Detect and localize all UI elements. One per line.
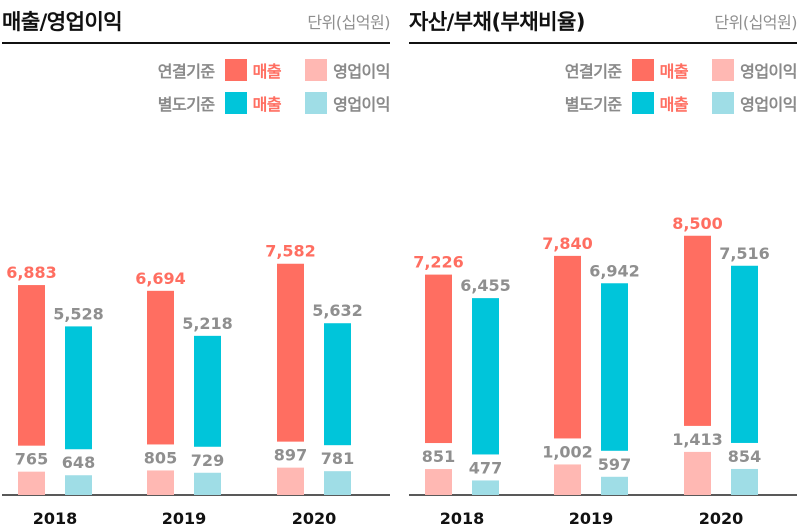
header-rule (2, 42, 390, 44)
bar-consolidated-main-2020 (277, 263, 304, 442)
bar-separate-main-2020 (324, 323, 351, 446)
bar-consolidated-sub-2019 (554, 464, 581, 495)
legend-row-consolidated: 연결기준 매출 영업이익 (565, 57, 797, 83)
bar-separate-main-2018 (65, 326, 92, 450)
data-label-separate-main-2020: 7,516 (719, 244, 770, 263)
data-label-consolidated-main-2018: 7,226 (413, 253, 464, 272)
bar-consolidated-main-2019 (147, 290, 174, 445)
data-label-consolidated-main-2018: 6,883 (6, 263, 57, 282)
revenue-profit-chart: 6,883 765 5,528 648 2018 6,694 805 5,218 729 2019… (2, 242, 390, 528)
data-label-consolidated-sub-2019: 1,002 (542, 442, 593, 461)
data-label-separate-main-2018: 5,528 (53, 304, 104, 323)
data-label-separate-sub-2020: 854 (728, 447, 761, 466)
legend-sub-label: 영업이익 (333, 95, 390, 114)
legend-swatch-separate-sub (712, 92, 735, 114)
legend-swatch-consolidated-sub (712, 59, 735, 81)
data-label-consolidated-main-2019: 6,694 (135, 269, 186, 288)
bar-consolidated-sub-2020 (684, 451, 711, 495)
data-label-consolidated-sub-2018: 851 (422, 447, 455, 466)
legend-swatch-separate-main (224, 92, 247, 114)
legend-row-separate: 별도기준 매출 영업이익 (158, 90, 390, 116)
legend-main-label: 매출 (252, 95, 282, 114)
bar-separate-sub-2020 (731, 468, 758, 495)
x-tick-label-2019: 2019 (569, 509, 614, 528)
assets-liabilities-panel: 자산/부채(부채비율) 단위(십억원) 연결기준 매출 영업이익 별도기준 매출… (409, 0, 797, 531)
unit-label: 단위(십억원) (307, 13, 390, 32)
data-label-consolidated-sub-2020: 1,413 (672, 430, 723, 449)
bar-separate-main-2019 (601, 283, 628, 451)
bar-separate-main-2019 (194, 335, 221, 447)
data-label-separate-sub-2020: 781 (321, 449, 354, 468)
bar-consolidated-main-2018 (425, 274, 452, 444)
data-label-separate-sub-2019: 729 (191, 451, 224, 470)
legend-sub-label: 영업이익 (333, 62, 390, 81)
x-tick-label-2020: 2020 (292, 509, 337, 528)
legend-swatch-consolidated-main (631, 59, 654, 81)
bar-separate-main-2020 (731, 265, 758, 443)
legend-sub-label: 영업이익 (740, 95, 797, 114)
data-label-separate-main-2018: 6,455 (460, 276, 511, 295)
header-rule (409, 42, 797, 44)
bar-consolidated-main-2020 (684, 235, 711, 426)
x-tick-label-2018: 2018 (33, 509, 78, 528)
bar-separate-sub-2019 (601, 476, 628, 495)
bar-consolidated-main-2019 (554, 255, 581, 439)
data-label-separate-sub-2018: 477 (469, 458, 502, 477)
legend-main-label: 매출 (659, 62, 689, 81)
data-label-consolidated-main-2019: 7,840 (542, 234, 593, 253)
unit-label: 단위(십억원) (714, 13, 797, 32)
panel-title: 매출/영업이익 (2, 10, 123, 34)
revenue-profit-panel: 매출/영업이익 단위(십억원) 연결기준 매출 영업이익 별도기준 매출 영업이… (2, 0, 390, 531)
bar-consolidated-sub-2018 (425, 469, 452, 495)
data-label-separate-main-2020: 5,632 (312, 301, 363, 320)
x-tick-label-2020: 2020 (699, 509, 744, 528)
data-label-consolidated-main-2020: 7,582 (265, 242, 316, 261)
legend-swatch-separate-main (631, 92, 654, 114)
bar-separate-sub-2019 (194, 472, 221, 495)
legend-group-label: 연결기준 (564, 62, 622, 81)
legend-swatch-consolidated-sub (305, 59, 328, 81)
bar-consolidated-main-2018 (18, 285, 45, 446)
data-label-consolidated-sub-2019: 805 (144, 448, 177, 467)
bar-consolidated-sub-2018 (18, 471, 45, 495)
legend-group-label: 연결기준 (157, 62, 215, 81)
legend-swatch-consolidated-main (224, 59, 247, 81)
legend-row-separate: 별도기준 매출 영업이익 (565, 90, 797, 116)
legend-group-label: 별도기준 (564, 95, 622, 114)
legend-main-label: 매출 (659, 95, 689, 114)
bar-separate-sub-2020 (324, 471, 351, 495)
legend-group-label: 별도기준 (157, 95, 215, 114)
bar-separate-sub-2018 (65, 475, 92, 495)
bar-separate-main-2018 (472, 298, 499, 455)
data-label-consolidated-sub-2018: 765 (15, 450, 48, 469)
legend-sub-label: 영업이익 (740, 62, 797, 81)
bar-consolidated-sub-2019 (147, 470, 174, 495)
data-label-separate-sub-2019: 597 (598, 455, 631, 474)
data-label-separate-main-2019: 6,942 (589, 261, 640, 280)
bar-consolidated-sub-2020 (277, 467, 304, 495)
x-tick-label-2018: 2018 (440, 509, 485, 528)
data-label-consolidated-main-2020: 8,500 (672, 214, 723, 233)
legend-main-label: 매출 (252, 62, 282, 81)
bar-separate-sub-2018 (472, 480, 499, 495)
assets-liabilities-chart: 7,226 851 6,455 477 2018 7,840 1,002 6,942 597 20… (409, 214, 797, 528)
legend-swatch-separate-sub (305, 92, 328, 114)
data-label-separate-sub-2018: 648 (62, 453, 95, 472)
data-label-consolidated-sub-2020: 897 (274, 446, 307, 465)
legend-row-consolidated: 연결기준 매출 영업이익 (158, 57, 390, 83)
x-tick-label-2019: 2019 (162, 509, 207, 528)
panel-title: 자산/부채(부채비율) (409, 10, 585, 34)
data-label-separate-main-2019: 5,218 (182, 314, 233, 333)
